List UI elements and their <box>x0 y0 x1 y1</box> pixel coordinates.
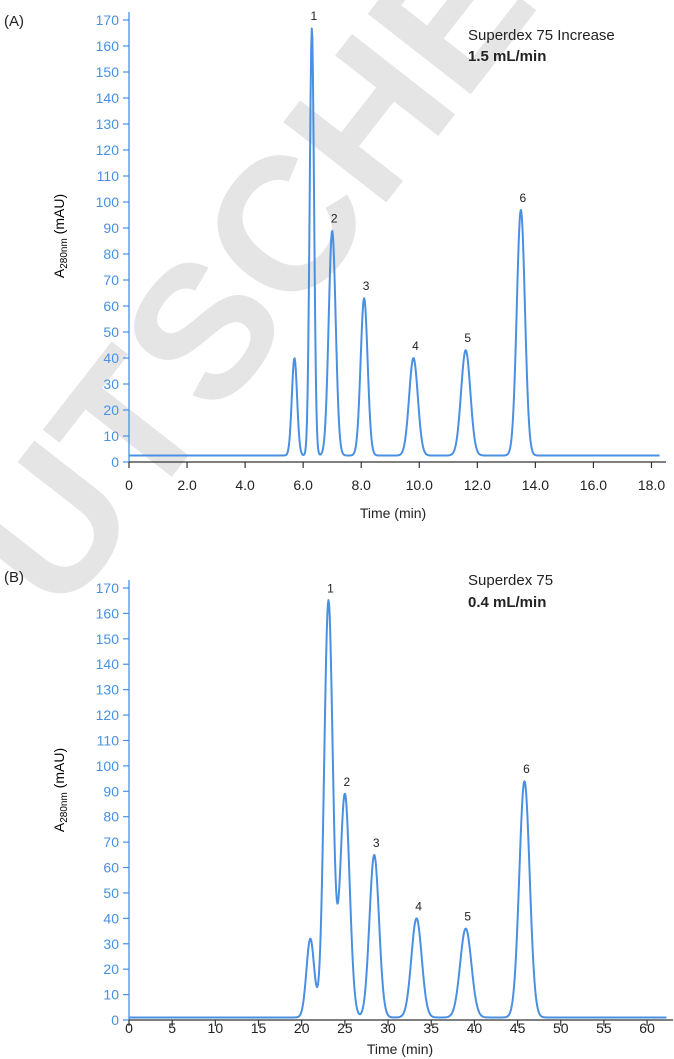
panel-b-x-tick-label: 40 <box>467 1020 483 1036</box>
panel-b-y-tick-label: 70 <box>103 834 119 850</box>
panel-b-y-axis-title: A280nm (mAU) <box>51 748 70 832</box>
panel-a-peak-label: 5 <box>464 331 471 345</box>
panel-b-x-tick-label: 45 <box>510 1020 526 1036</box>
panel-b-x-tick-label: 35 <box>423 1020 439 1036</box>
panel-b-y-tick-label: 80 <box>103 809 119 825</box>
panel-a-label: (A) <box>4 13 24 30</box>
panel-b-y-tick-label: 140 <box>96 656 120 672</box>
panel-b-x-tick-label: 30 <box>380 1020 396 1036</box>
panel-b-peak-label: 6 <box>523 762 530 776</box>
panel-b-y-tick-label: 20 <box>103 961 119 977</box>
panel-b-y-tick-label: 50 <box>103 885 119 901</box>
panel-a-flow-rate: 1.5 mL/min <box>468 48 546 65</box>
panel-a-x-tick-label: 8.0 <box>351 477 371 493</box>
panel-b-peak-label: 2 <box>344 775 351 789</box>
panel-a-y-tick-label: 20 <box>103 402 119 418</box>
panel-a-trace <box>128 27 660 457</box>
panel-a-peak-label: 1 <box>311 9 318 23</box>
panel-b-x-tick-label: 25 <box>337 1020 353 1036</box>
panel-a-y-tick-label: 160 <box>96 38 120 54</box>
panel-b-flow-rate: 0.4 mL/min <box>468 594 546 611</box>
panel-a-y-tick-label: 80 <box>103 246 119 262</box>
panel-b-y-tick-label: 110 <box>97 732 120 748</box>
panel-a-y-tick-label: 100 <box>96 194 120 210</box>
panel-b-x-tick-label: 60 <box>639 1020 655 1036</box>
panel-b-x-axis-title: Time (min) <box>367 1041 433 1057</box>
panel-b-y-tick-label: 30 <box>103 936 119 952</box>
panel-b-y-tick-label: 130 <box>96 682 120 698</box>
panel-b-peak-label: 3 <box>373 836 380 850</box>
panel-a-y-tick-label: 130 <box>96 116 120 132</box>
panel-b-y-tick-label: 60 <box>103 860 119 876</box>
panel-a-y-tick-label: 140 <box>96 90 120 106</box>
panel-a-column-name: Superdex 75 Increase <box>468 27 615 44</box>
panel-b-label: (B) <box>4 569 24 586</box>
panel-b-y-tick-label: 0 <box>111 1012 119 1028</box>
panel-a-x-tick-label: 12.0 <box>464 477 491 493</box>
panel-b-y-tick-label: 40 <box>103 910 119 926</box>
panel-a-y-tick-label: 110 <box>97 168 120 184</box>
panel-b-peak-label: 5 <box>464 910 471 924</box>
panel-b-x-tick-label: 10 <box>208 1020 224 1036</box>
panel-a-y-tick-label: 0 <box>111 454 119 470</box>
panel-b-y-tick-label: 120 <box>96 707 120 723</box>
panel-b-x-tick-label: 20 <box>294 1020 310 1036</box>
panel-a-peak-label: 2 <box>331 212 338 226</box>
panel-a-x-axis-title: Time (min) <box>360 505 426 521</box>
panel-a-x-tick-label: 10.0 <box>406 477 433 493</box>
panel-a-x-tick-label: 6.0 <box>293 477 313 493</box>
panel-b-peak-label: 1 <box>327 582 334 596</box>
panel-a-x-tick-label: 14.0 <box>522 477 549 493</box>
panel-a-y-tick-label: 50 <box>103 324 119 340</box>
panel-a-y-tick-label: 90 <box>103 220 119 236</box>
panel-a-x-tick-label: 2.0 <box>177 477 197 493</box>
panel-b-plot: 0102030405060708090100110120130140150160… <box>96 580 673 1036</box>
panel-a-y-axis-title: A280nm (mAU) <box>51 194 70 278</box>
panel-b-y-tick-label: 160 <box>96 605 120 621</box>
panel-a-y-tick-label: 40 <box>103 350 119 366</box>
panel-a-peak-label: 6 <box>520 191 527 205</box>
panel-a-y-tick-label: 170 <box>96 12 120 28</box>
panel-a-y-tick-label: 150 <box>96 64 120 80</box>
panel-a-plot: 0102030405060708090100110120130140150160… <box>96 9 666 493</box>
panel-b-x-tick-label: 15 <box>251 1020 267 1036</box>
panel-a-y-tick-label: 120 <box>96 142 120 158</box>
panel-a: (A) Superdex 75 Increase 1.5 mL/min Time… <box>4 9 666 521</box>
panel-a-peak-label: 3 <box>363 279 370 293</box>
panel-b-x-tick-label: 50 <box>553 1020 569 1036</box>
panel-a-x-tick-label: 0 <box>125 477 133 493</box>
panel-b-x-tick-label: 0 <box>125 1020 133 1036</box>
panel-b-peak-label: 4 <box>415 899 422 913</box>
panel-b-x-tick-label: 5 <box>168 1020 176 1036</box>
panel-b-y-tick-label: 150 <box>96 631 120 647</box>
panel-b-x-tick-label: 55 <box>596 1020 612 1036</box>
panel-b-trace <box>128 599 667 1019</box>
panel-a-x-tick-label: 4.0 <box>235 477 255 493</box>
panel-b-y-tick-label: 100 <box>96 758 120 774</box>
panel-a-y-tick-label: 70 <box>103 272 119 288</box>
panel-a-y-tick-label: 30 <box>103 376 119 392</box>
panel-b-column-name: Superdex 75 <box>468 572 553 589</box>
panel-b-y-tick-label: 170 <box>96 580 120 596</box>
panel-b-y-tick-label: 10 <box>103 987 119 1003</box>
panel-a-y-tick-label: 10 <box>103 428 119 444</box>
panel-a-x-tick-label: 18.0 <box>638 477 665 493</box>
panel-a-x-tick-label: 16.0 <box>580 477 607 493</box>
panel-a-y-tick-label: 60 <box>103 298 119 314</box>
panel-a-peak-label: 4 <box>412 339 419 353</box>
panel-b-y-tick-label: 90 <box>103 783 119 799</box>
panel-b: (B) Superdex 75 0.4 mL/min Time (min) A2… <box>4 569 673 1057</box>
